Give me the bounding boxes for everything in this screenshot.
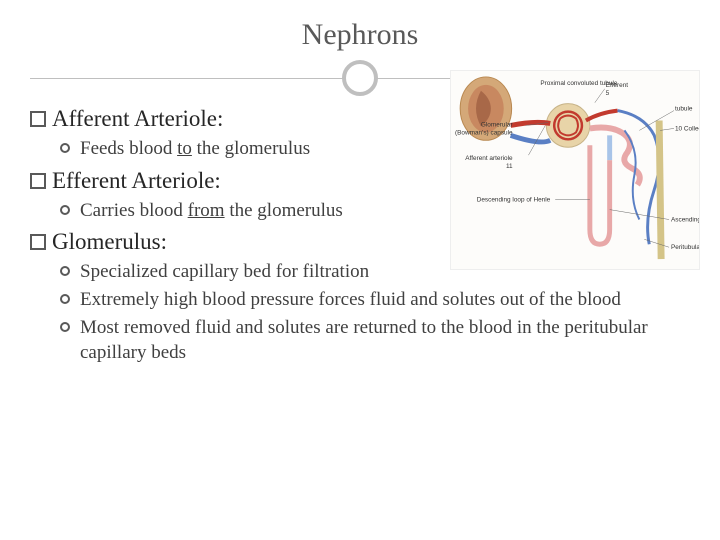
nephron-diagram: Efferent 5 tubule Glomerular (Bowman's) …	[450, 70, 700, 270]
diagram-label: Proximal convoluted tubule	[540, 80, 618, 87]
diagram-label: Peritubular capillaries	[671, 244, 699, 251]
diagram-label: Ascending	[671, 216, 699, 223]
item-text: Carries blood from the glomerulus	[80, 198, 343, 224]
item-text: Most removed fluid and solutes are retur…	[80, 315, 690, 366]
diagram-label: Glomerular	[481, 121, 514, 128]
divider-circle	[342, 60, 378, 96]
ring-bullet-icon	[60, 205, 70, 215]
heading-text: Afferent Arteriole:	[52, 106, 223, 132]
list-item: Most removed fluid and solutes are retur…	[60, 315, 690, 366]
heading-text: Efferent Arteriole:	[52, 168, 221, 194]
item-text: Specialized capillary bed for filtration	[80, 259, 369, 285]
item-text: Feeds blood to the glomerulus	[80, 136, 310, 162]
list-item: Extremely high blood pressure forces flu…	[60, 287, 690, 313]
ring-bullet-icon	[60, 266, 70, 276]
ring-bullet-icon	[60, 294, 70, 304]
heading-text: Glomerulus:	[52, 229, 167, 255]
diagram-label: 10 Collecting	[675, 125, 699, 132]
square-bullet-icon	[30, 111, 46, 127]
ring-bullet-icon	[60, 143, 70, 153]
square-bullet-icon	[30, 173, 46, 189]
square-bullet-icon	[30, 234, 46, 250]
diagram-label: 11	[506, 163, 513, 170]
diagram-label: (Bowman's) capsule	[455, 129, 513, 136]
item-text: Extremely high blood pressure forces flu…	[80, 287, 621, 313]
diagram-label: Afferent arteriole	[465, 155, 513, 162]
diagram-label: Descending loop of Henle	[477, 197, 551, 204]
diagram-label: 5	[606, 90, 610, 97]
diagram-label: tubule	[675, 106, 693, 113]
ring-bullet-icon	[60, 322, 70, 332]
slide-title: Nephrons	[30, 18, 690, 52]
